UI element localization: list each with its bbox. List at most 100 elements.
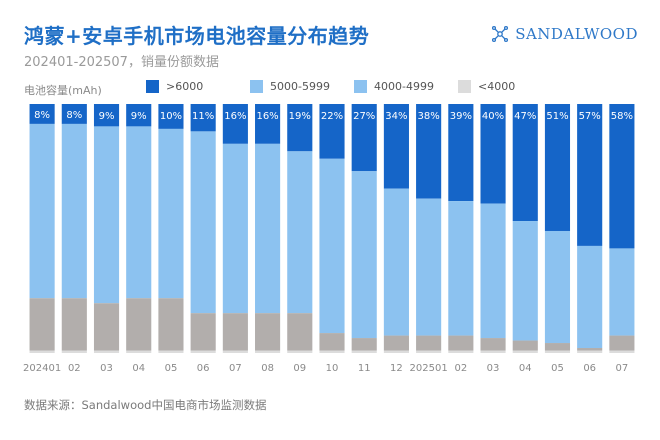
x-tick-label: 10	[326, 363, 339, 374]
bar-segment-16-series-1	[512, 104, 538, 222]
x-tick-label: 02	[68, 363, 81, 374]
bar-segment-9-series-4	[287, 350, 313, 353]
x-tick-label: 07	[229, 363, 242, 374]
bar-segment-16-series-3	[512, 340, 538, 351]
x-tick-label: 04	[519, 363, 532, 374]
bar-value-label: 58%	[611, 111, 633, 122]
sandalwood-logo-icon	[492, 25, 509, 43]
bar-segment-5-series-3	[158, 298, 184, 351]
bar-segment-7-series-3	[222, 313, 248, 351]
bar-segment-3-series-1	[93, 104, 120, 127]
bar-segment-4-series-2	[126, 126, 152, 299]
bar-value-label: 9%	[131, 111, 147, 122]
bar-segment-13-series-4	[416, 350, 442, 353]
legend-label: 4000-4999	[374, 80, 434, 93]
bar-segment-17-series-1	[544, 104, 571, 231]
bar-value-label: 10%	[160, 111, 182, 122]
bar-segment-13-series-3	[416, 335, 442, 351]
x-tick-label: 202501	[410, 363, 448, 374]
bar-segment-5-series-1	[158, 104, 184, 129]
bar-value-label: 57%	[579, 111, 601, 122]
bar-segment-19-series-4	[609, 350, 635, 353]
x-tick-label: 202401	[23, 363, 61, 374]
bar-value-label: 19%	[289, 111, 311, 122]
x-tick-label: 09	[293, 363, 306, 374]
bar-segment-1-series-1	[29, 104, 55, 124]
bar-value-label: 9%	[99, 111, 115, 122]
x-tick-label: 05	[551, 363, 564, 374]
bar-segment-4-series-4	[126, 350, 152, 353]
bar-segment-9-series-1	[287, 104, 313, 152]
bar-segment-8-series-1	[255, 104, 281, 144]
bar-segment-7-series-2	[222, 143, 248, 314]
bar-value-label: 39%	[450, 111, 472, 122]
bar-value-label: 34%	[385, 111, 407, 122]
bar-segment-19-series-1	[609, 104, 635, 249]
bar-segment-13-series-1	[416, 104, 442, 199]
bar-value-label: 51%	[546, 111, 568, 122]
bar-value-label: 40%	[482, 111, 504, 122]
bar-segment-7-series-1	[222, 104, 248, 144]
bar-segment-3-series-2	[93, 126, 120, 304]
bar-segment-17-series-3	[544, 343, 571, 351]
bar-segment-19-series-3	[609, 335, 635, 351]
logo-text: SANDALWOOD	[515, 25, 638, 43]
bar-segment-2-series-1	[61, 104, 87, 124]
x-tick-label: 11	[358, 363, 371, 374]
legend-item-4000-4999: 4000-4999	[354, 80, 458, 93]
x-tick-label: 03	[100, 363, 113, 374]
bar-segment-9-series-2	[287, 151, 313, 314]
legend-swatch	[458, 80, 471, 93]
legend-label: 5000-5999	[270, 80, 330, 93]
x-tick-label: 04	[132, 363, 145, 374]
x-tick-label: 03	[487, 363, 500, 374]
legend-label: >6000	[166, 80, 204, 93]
bar-segment-6-series-2	[190, 131, 216, 314]
bar-segment-2-series-3	[61, 298, 87, 351]
bar-segment-12-series-2	[383, 188, 409, 336]
bar-segment-9-series-3	[287, 313, 313, 351]
bar-segment-13-series-2	[416, 198, 442, 336]
bar-segment-8-series-4	[255, 350, 281, 353]
bar-segment-11-series-1	[351, 104, 377, 172]
bar-segment-11-series-4	[351, 350, 377, 353]
bar-segment-8-series-2	[255, 143, 281, 314]
bar-value-label: 38%	[418, 111, 440, 122]
bar-segment-2-series-4	[61, 350, 87, 353]
bar-segment-15-series-2	[480, 203, 506, 339]
bar-segment-4-series-1	[126, 104, 152, 127]
bar-segment-1-series-3	[29, 298, 55, 351]
bar-segment-10-series-2	[319, 158, 345, 334]
bar-segment-15-series-3	[480, 338, 506, 351]
y-axis-label: 电池容量(mAh)	[24, 84, 102, 97]
bar-segment-18-series-4	[577, 350, 603, 353]
x-tick-label: 06	[197, 363, 210, 374]
bar-segment-5-series-2	[158, 128, 184, 299]
bar-segment-15-series-1	[480, 104, 506, 204]
bar-segment-15-series-4	[480, 350, 506, 353]
bar-segment-12-series-3	[383, 335, 409, 351]
bar-value-label: 22%	[321, 111, 343, 122]
bar-value-label: 8%	[66, 110, 82, 121]
bar-segment-12-series-4	[383, 350, 409, 353]
legend-label: <4000	[478, 80, 516, 93]
bar-segment-10-series-1	[319, 104, 345, 159]
bar-segment-5-series-4	[158, 350, 184, 353]
bar-segment-14-series-2	[448, 201, 474, 336]
bar-segment-6-series-3	[190, 313, 216, 351]
brand-logo: SANDALWOOD	[491, 25, 638, 43]
bar-segment-19-series-2	[609, 248, 635, 336]
bar-value-label: 8%	[34, 110, 50, 121]
bar-segment-16-series-2	[512, 221, 538, 341]
chart-title: 鸿蒙+安卓手机市场电池容量分布趋势	[24, 24, 370, 48]
bar-segment-16-series-4	[512, 350, 538, 353]
bar-segment-14-series-3	[448, 335, 474, 351]
bar-segment-10-series-4	[319, 350, 345, 353]
bar-segment-17-series-2	[544, 230, 571, 344]
x-tick-label: 07	[616, 363, 629, 374]
bar-value-label: 11%	[192, 111, 214, 122]
legend-swatch	[354, 80, 367, 93]
legend-swatch	[250, 80, 263, 93]
legend-item-gt6000: >6000	[146, 80, 250, 93]
legend-item-5000-5999: 5000-5999	[250, 80, 354, 93]
